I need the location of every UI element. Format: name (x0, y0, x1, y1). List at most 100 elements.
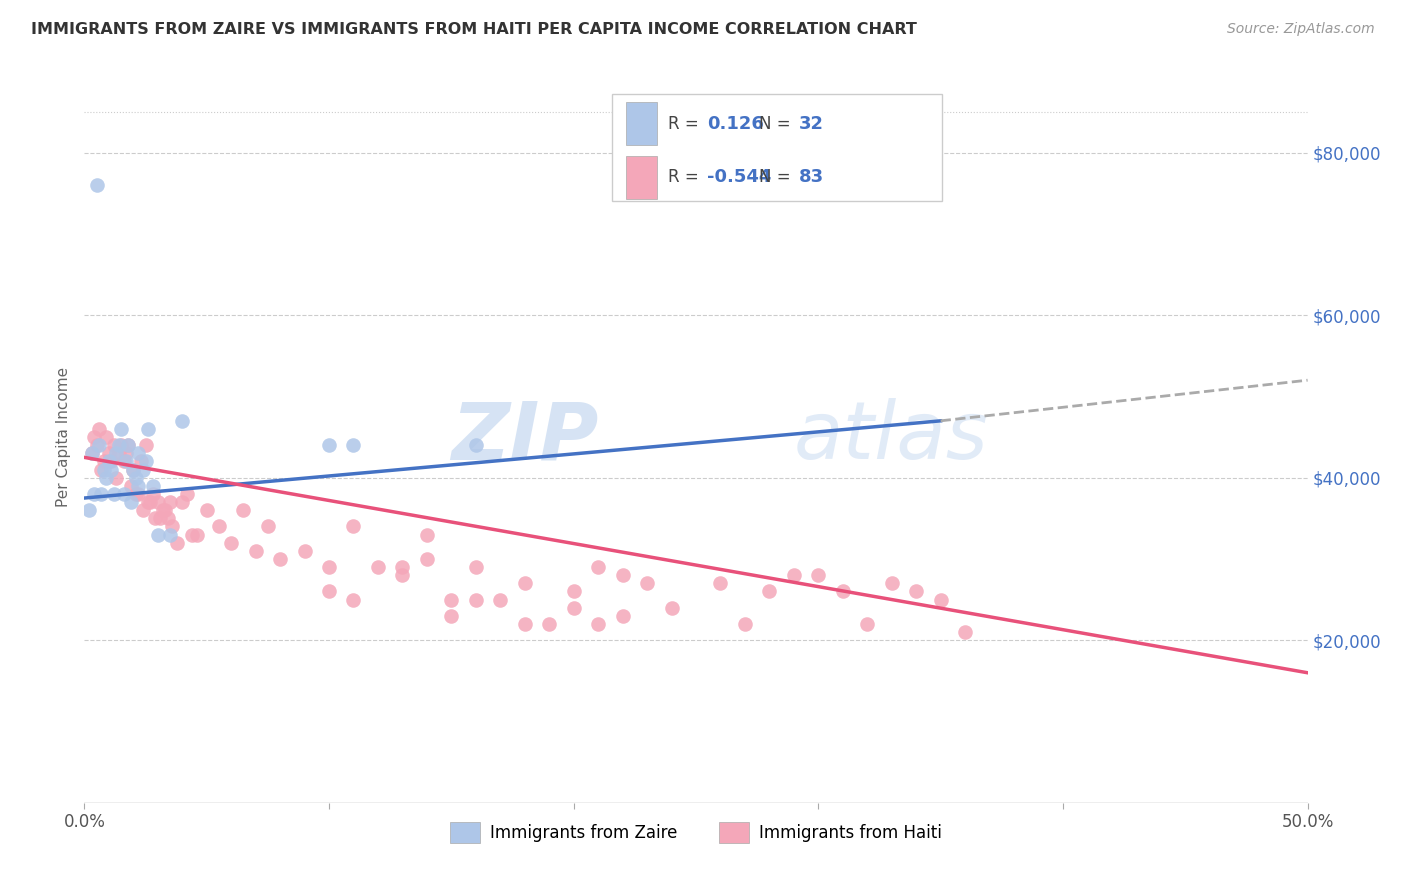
Point (132, 503, 155, 517)
Point (176, 487, 198, 501)
Text: N =: N = (759, 169, 790, 186)
Point (929, 592, 952, 607)
Point (132, 462, 155, 476)
Text: 83: 83 (799, 169, 824, 186)
Point (181, 527, 204, 541)
Point (83, 430, 105, 444)
Point (661, 600, 683, 615)
Point (146, 527, 169, 541)
Point (103, 487, 125, 501)
Text: 32: 32 (799, 115, 824, 133)
Text: ZIP: ZIP (451, 398, 598, 476)
Point (100, 462, 122, 476)
Point (127, 487, 149, 501)
Text: 0.126: 0.126 (707, 115, 763, 133)
Y-axis label: Per Capita Income: Per Capita Income (56, 367, 72, 508)
Point (709, 576, 731, 591)
Point (146, 495, 169, 509)
Point (416, 552, 439, 566)
Point (127, 446, 149, 460)
Point (636, 576, 658, 591)
Point (143, 511, 166, 525)
Point (489, 592, 512, 607)
Point (464, 438, 486, 452)
Point (122, 462, 145, 476)
Point (513, 576, 536, 591)
Point (105, 471, 128, 485)
Point (135, 454, 157, 468)
Point (880, 576, 903, 591)
Point (562, 600, 585, 615)
Text: Source: ZipAtlas.com: Source: ZipAtlas.com (1227, 22, 1375, 37)
Point (391, 560, 413, 574)
Point (127, 479, 149, 493)
Point (538, 617, 561, 632)
Point (110, 422, 132, 436)
Text: -0.544: -0.544 (707, 169, 772, 186)
Point (758, 584, 780, 599)
Point (367, 560, 389, 574)
Point (93, 462, 115, 476)
Point (110, 438, 132, 452)
Point (807, 568, 830, 582)
Point (117, 438, 139, 452)
Point (93, 454, 115, 468)
Point (464, 560, 486, 574)
Point (318, 560, 340, 574)
Point (83, 487, 105, 501)
Point (342, 592, 364, 607)
Point (100, 454, 122, 468)
Point (162, 519, 184, 533)
Point (152, 503, 174, 517)
Point (122, 462, 145, 476)
Point (136, 422, 159, 436)
Point (734, 617, 756, 632)
Point (107, 446, 129, 460)
Point (208, 519, 231, 533)
Point (117, 438, 139, 452)
Point (318, 584, 340, 599)
Point (97, 446, 120, 460)
Point (135, 438, 157, 452)
Point (953, 625, 976, 640)
Point (318, 438, 340, 452)
Point (142, 487, 165, 501)
Point (159, 495, 181, 509)
Point (129, 454, 152, 468)
Point (562, 584, 585, 599)
Point (172, 495, 194, 509)
Point (831, 584, 853, 599)
Point (440, 608, 463, 623)
Point (87, 422, 110, 436)
Point (294, 544, 316, 558)
Point (112, 454, 135, 468)
Point (464, 592, 486, 607)
Point (342, 519, 364, 533)
Text: R =: R = (668, 169, 699, 186)
Point (115, 446, 138, 460)
Point (90, 462, 112, 476)
Point (80, 446, 103, 460)
Point (86, 438, 108, 452)
Point (105, 446, 128, 460)
Point (440, 592, 463, 607)
Point (77, 503, 100, 517)
Point (159, 527, 181, 541)
Text: atlas: atlas (794, 398, 988, 476)
Point (186, 527, 208, 541)
Point (87, 438, 110, 452)
Point (783, 568, 806, 582)
Point (156, 511, 179, 525)
Point (120, 479, 142, 493)
Point (195, 503, 218, 517)
Point (342, 438, 364, 452)
Point (90, 487, 112, 501)
Point (96, 430, 118, 444)
Point (245, 544, 267, 558)
Point (86, 178, 108, 193)
Text: R =: R = (668, 115, 699, 133)
Point (513, 617, 536, 632)
Point (139, 495, 162, 509)
Point (172, 414, 194, 428)
Point (612, 568, 634, 582)
